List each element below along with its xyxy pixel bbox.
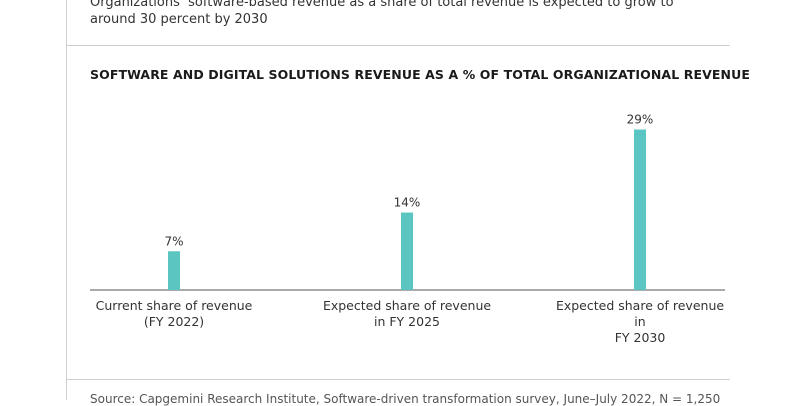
- data-label-1: 7%: [164, 234, 183, 248]
- top-divider: [66, 45, 730, 46]
- left-border-line: [66, 0, 67, 400]
- bar-1: [168, 251, 180, 290]
- category-label-2-line-2: in FY 2025: [374, 314, 440, 329]
- category-label-1: Current share of revenue (FY 2022): [84, 298, 264, 330]
- category-label-2-line-1: Expected share of revenue: [322, 298, 492, 313]
- subtitle-line-2: around 30 percent by 2030: [90, 12, 268, 27]
- category-label-3-line-1: Expected share of revenue in: [555, 298, 725, 329]
- bottom-divider: [66, 379, 730, 380]
- chart-subtitle: Organizations’ software-based revenue as…: [90, 0, 690, 28]
- bar-3: [634, 129, 646, 290]
- data-label-2: 14%: [394, 196, 421, 210]
- subtitle-line-1: Organizations’ software-based revenue as…: [90, 0, 674, 10]
- category-label-3-line-2: FY 2030: [614, 330, 666, 345]
- category-label-1-line-2: (FY 2022): [143, 314, 205, 329]
- category-label-3: Expected share of revenue in FY 2030: [550, 298, 730, 346]
- data-label-3: 29%: [627, 113, 654, 127]
- chart-title: SOFTWARE AND DIGITAL SOLUTIONS REVENUE A…: [90, 67, 750, 82]
- source-note: Source: Capgemini Research Institute, So…: [90, 392, 721, 406]
- category-label-1-line-1: Current share of revenue: [95, 298, 253, 313]
- bar-2: [401, 212, 413, 290]
- category-label-2: Expected share of revenue in FY 2025: [317, 298, 497, 330]
